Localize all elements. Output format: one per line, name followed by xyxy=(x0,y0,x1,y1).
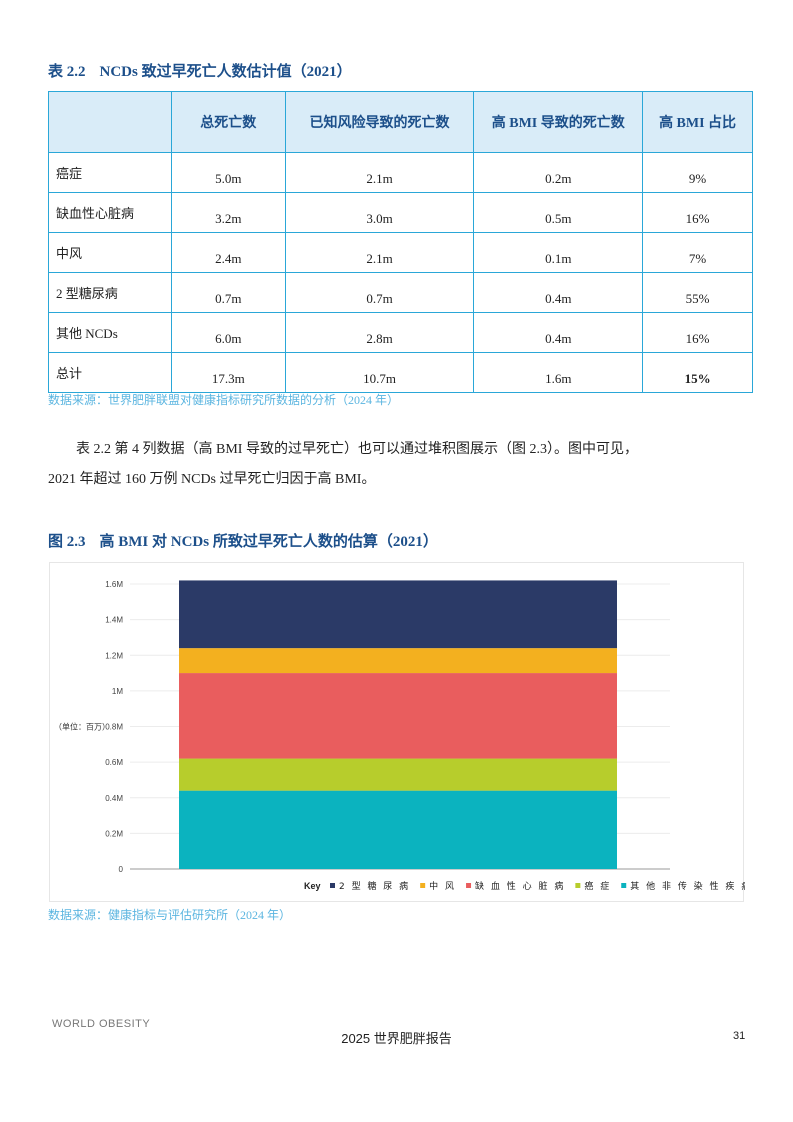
cell-known-risk: 10.7m xyxy=(284,352,475,393)
row-label: 2 型糖尿病 xyxy=(48,272,172,313)
table-caption-title: NCDs 致过早死亡人数估计值（2021） xyxy=(99,64,352,80)
header-cell: 已知风险导致的死亡数 xyxy=(284,91,475,153)
bar-segment xyxy=(179,673,617,759)
y-tick-label: 1.2M xyxy=(105,651,123,660)
table-row: 中风 2.4m 2.1m 0.1m 7% xyxy=(48,232,753,273)
y-tick-label: 0.4M xyxy=(105,794,123,803)
table-row: 缺血性心脏病 3.2m 3.0m 0.5m 16% xyxy=(48,192,753,233)
row-label: 中风 xyxy=(48,232,172,273)
page-number: 31 xyxy=(733,1030,746,1042)
cell-total: 0.7m xyxy=(170,272,286,313)
world-obesity-logo: WORLD OBESITY xyxy=(52,1018,151,1030)
cell-high-bmi: 0.2m xyxy=(473,152,644,193)
cell-known-risk: 0.7m xyxy=(284,272,475,313)
table-caption: 表 2.2 NCDs 致过早死亡人数估计值（2021） xyxy=(48,60,352,81)
legend-label: 2 型 糖 尿 病 xyxy=(339,880,410,892)
cell-high-bmi: 0.5m xyxy=(473,192,644,233)
cell-known-risk: 3.0m xyxy=(284,192,475,233)
row-label: 总计 xyxy=(48,352,172,393)
stacked-bar-chart: 0 0.2M 0.4M 0.6M 0.8M 1M 1.2M 1.4M 1.6M （单位：百万） Ke… xyxy=(49,562,745,902)
figure-caption-number: 图 2.3 xyxy=(48,534,86,550)
cell-share: 7% xyxy=(642,232,753,273)
y-tick-label: 0.8M xyxy=(105,723,123,732)
ncd-deaths-table: 总死亡数 已知风险导致的死亡数 高 BMI 导致的死亡数 高 BMI 占比 癌症… xyxy=(48,91,753,393)
cell-share: 55% xyxy=(642,272,753,313)
legend-key-label: Key xyxy=(304,881,321,891)
cell-total: 2.4m xyxy=(170,232,286,273)
cell-high-bmi: 1.6m xyxy=(473,352,644,393)
row-label: 其他 NCDs xyxy=(48,312,172,353)
bar-segment xyxy=(179,580,617,649)
legend-label: 癌 症 xyxy=(584,880,611,892)
y-tick-label: 0 xyxy=(119,865,124,874)
legend-swatch xyxy=(575,883,581,888)
paragraph-line: 2021 年超过 160 万例 NCDs 过早死亡归因于高 BMI。 xyxy=(48,472,376,487)
cell-known-risk: 2.1m xyxy=(284,152,475,193)
cell-high-bmi: 0.4m xyxy=(473,312,644,353)
legend-label: 其 他 非 传 染 性 疾 病 xyxy=(630,880,745,892)
figure-source: 数据来源：健康指标与评估研究所（2024 年） xyxy=(48,908,292,922)
row-label: 癌症 xyxy=(48,152,172,193)
y-tick-label: 1.6M xyxy=(105,580,123,589)
table-row: 其他 NCDs 6.0m 2.8m 0.4m 16% xyxy=(48,312,753,353)
cell-share: 15% xyxy=(642,352,753,393)
table-source: 数据来源：世界肥胖联盟对健康指标研究所数据的分析（2024 年） xyxy=(48,393,400,407)
legend-swatch xyxy=(330,883,335,888)
figure-caption: 图 2.3 高 BMI 对 NCDs 所致过早死亡人数的估算（2021） xyxy=(48,530,438,551)
cell-high-bmi: 0.4m xyxy=(473,272,644,313)
bar-segment xyxy=(179,648,617,674)
table-row: 癌症 5.0m 2.1m 0.2m 9% xyxy=(48,152,753,193)
table-row: 2 型糖尿病 0.7m 0.7m 0.4m 55% xyxy=(48,272,753,313)
cell-share: 16% xyxy=(642,192,753,233)
row-label: 缺血性心脏病 xyxy=(48,192,172,233)
cell-total: 17.3m xyxy=(170,352,286,393)
bar-segment xyxy=(179,758,617,791)
cell-known-risk: 2.1m xyxy=(284,232,475,273)
legend-swatch xyxy=(466,883,472,888)
bar-segment xyxy=(179,790,617,869)
table-caption-number: 表 2.2 xyxy=(48,64,86,80)
legend-label: 缺 血 性 心 脏 病 xyxy=(475,880,565,892)
legend-swatch xyxy=(621,883,627,888)
cell-share: 16% xyxy=(642,312,753,353)
chart-canvas: 0 0.2M 0.4M 0.6M 0.8M 1M 1.2M 1.4M 1.6M （单位：百万） Ke… xyxy=(54,580,745,892)
y-tick-label: 1.4M xyxy=(105,616,123,625)
figure-caption-title: 高 BMI 对 NCDs 所致过早死亡人数的估算（2021） xyxy=(99,534,438,550)
cell-high-bmi: 0.1m xyxy=(473,232,644,273)
header-cell xyxy=(48,91,172,153)
body-paragraph: 表 2.2 第 4 列数据（高 BMI 导致的过早死亡）也可以通过堆积图展示（图… xyxy=(48,435,748,495)
cell-known-risk: 2.8m xyxy=(284,312,475,353)
cell-total: 5.0m xyxy=(170,152,286,193)
paragraph-line: 表 2.2 第 4 列数据（高 BMI 导致的过早死亡）也可以通过堆积图展示（图… xyxy=(76,442,638,457)
legend-swatch xyxy=(420,883,426,888)
y-axis-label: （单位：百万） xyxy=(54,722,110,732)
footer-title: 2025 世界肥胖报告 xyxy=(341,1031,452,1046)
cell-share: 9% xyxy=(642,152,753,193)
y-tick-label: 1M xyxy=(112,687,123,696)
table-row-total: 总计 17.3m 10.7m 1.6m 15% xyxy=(48,352,753,393)
cell-total: 3.2m xyxy=(170,192,286,233)
header-cell: 高 BMI 占比 xyxy=(642,91,753,153)
cell-total: 6.0m xyxy=(170,312,286,353)
y-tick-label: 0.6M xyxy=(105,758,123,767)
table-header-row: 总死亡数 已知风险导致的死亡数 高 BMI 导致的死亡数 高 BMI 占比 xyxy=(48,91,753,153)
header-cell: 高 BMI 导致的死亡数 xyxy=(473,91,644,153)
header-cell: 总死亡数 xyxy=(170,91,286,153)
legend-label: 中 风 xyxy=(429,880,456,892)
y-tick-label: 0.2M xyxy=(105,829,123,838)
